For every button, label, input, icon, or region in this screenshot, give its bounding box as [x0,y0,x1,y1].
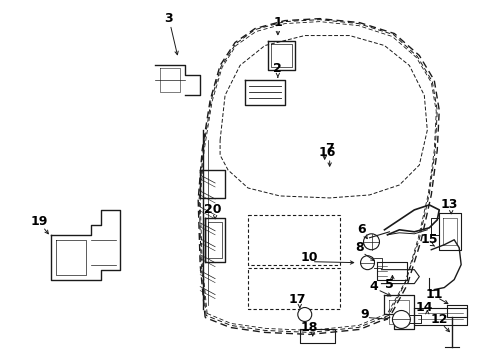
Text: 9: 9 [360,308,369,321]
Text: 1: 1 [273,16,282,29]
Text: 16: 16 [319,145,336,159]
Text: 11: 11 [425,288,443,301]
Text: 19: 19 [30,215,48,228]
Text: 18: 18 [301,321,318,334]
Text: 12: 12 [431,313,448,326]
Circle shape [364,234,379,250]
Text: 17: 17 [289,293,307,306]
Text: 2: 2 [273,62,282,75]
Text: 4: 4 [369,280,378,293]
Text: 14: 14 [416,301,433,314]
Text: 13: 13 [441,198,458,211]
Circle shape [392,310,410,328]
Text: 8: 8 [355,241,364,254]
Text: 5: 5 [385,278,394,291]
Text: 20: 20 [204,203,222,216]
Circle shape [298,307,312,321]
Text: 3: 3 [164,12,172,25]
Text: 10: 10 [301,251,318,264]
Circle shape [361,256,374,270]
Text: 15: 15 [420,233,438,246]
Text: 6: 6 [357,223,366,236]
Text: 7: 7 [325,141,334,155]
